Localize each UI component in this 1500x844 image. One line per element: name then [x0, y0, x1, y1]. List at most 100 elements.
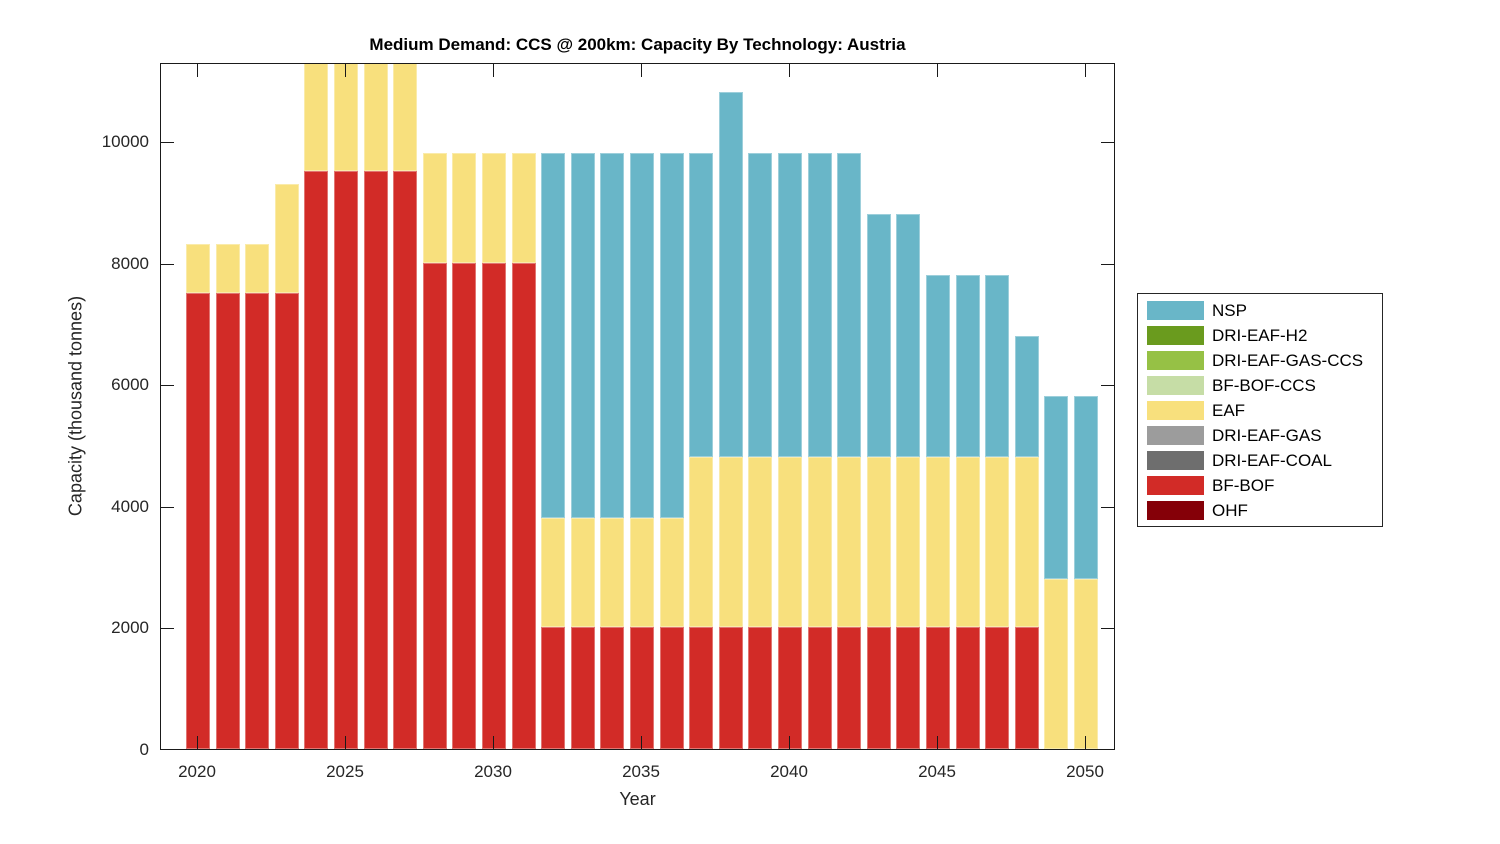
y-axis-label: Capacity (thousand tonnes) [65, 295, 86, 517]
y-tick-right [1101, 142, 1114, 144]
y-tick-label: 6000 [111, 375, 149, 395]
plot-area [160, 63, 1115, 750]
bar-segment-eaf-2020 [186, 244, 210, 294]
bar-segment-nsp-2036 [659, 153, 684, 518]
bar-segment-eaf-2026 [363, 64, 388, 172]
bar-segment-eaf-2043 [866, 457, 891, 628]
bar-segment-eaf-2022 [245, 244, 270, 294]
legend-item-bf-bof-ccs: BF-BOF-CCS [1147, 376, 1374, 395]
bar-segment-bf-bof-2045 [926, 627, 950, 749]
bar-segment-nsp-2045 [926, 274, 950, 458]
bar-segment-bf-bof-2034 [600, 627, 625, 749]
bar-segment-eaf-2029 [452, 153, 477, 263]
legend-swatch-dri-eaf-h2 [1147, 326, 1204, 345]
bar-segment-nsp-2050 [1074, 396, 1098, 579]
bar-segment-eaf-2050 [1074, 578, 1098, 749]
x-tick-label: 2050 [1066, 762, 1104, 781]
legend-item-dri-eaf-h2: DRI-EAF-H2 [1147, 326, 1374, 345]
x-tick [493, 736, 494, 749]
bar-segment-eaf-2045 [926, 457, 950, 628]
bar-segment-bf-bof-2025 [334, 171, 358, 749]
bar-segment-eaf-2047 [985, 457, 1010, 628]
bar-segment-eaf-2034 [600, 518, 625, 628]
legend-label: OHF [1212, 501, 1248, 520]
legend-swatch-eaf [1147, 401, 1204, 420]
bar-segment-eaf-2028 [422, 153, 447, 263]
legend-item-bf-bof: BF-BOF [1147, 476, 1374, 495]
bar-segment-eaf-2036 [659, 518, 684, 628]
bar-segment-bf-bof-2031 [511, 262, 536, 749]
y-tick-label: 8000 [111, 253, 149, 273]
legend: NSP DRI-EAF-H2 DRI-EAF-GAS-CCS BF-BOF-CCS EA… [1137, 293, 1383, 527]
bar-segment-eaf-2044 [896, 457, 921, 628]
y-tick-right [1101, 628, 1114, 630]
legend-swatch-dri-eaf-gas-ccs [1147, 351, 1204, 370]
bar-segment-bf-bof-2020 [186, 293, 210, 749]
y-tick [161, 142, 174, 144]
x-tick-top [345, 64, 346, 77]
bar-segment-eaf-2032 [541, 518, 566, 628]
legend-swatch-bf-bof [1147, 476, 1204, 495]
bar-segment-bf-bof-2037 [689, 627, 714, 749]
bar-segment-nsp-2043 [866, 214, 891, 458]
y-tick-label: 10000 [101, 132, 149, 152]
y-tick [161, 263, 174, 265]
bar-segment-bf-bof-2043 [866, 627, 891, 749]
legend-label: EAF [1212, 401, 1246, 420]
bar-segment-nsp-2041 [807, 153, 832, 458]
bar-segment-bf-bof-2047 [985, 627, 1010, 749]
bar-segment-bf-bof-2039 [748, 627, 773, 749]
legend-item-ohf: OHF [1147, 501, 1374, 520]
bar-segment-bf-bof-2024 [304, 171, 329, 749]
bar-segment-bf-bof-2035 [630, 627, 654, 749]
bar-segment-bf-bof-2026 [363, 171, 388, 749]
bar-segment-nsp-2038 [718, 92, 743, 458]
bar-segment-nsp-2033 [570, 153, 595, 518]
bar-segment-nsp-2034 [600, 153, 625, 518]
legend-label: NSP [1212, 301, 1247, 320]
bar-segment-nsp-2042 [837, 153, 862, 458]
x-tick [789, 736, 790, 749]
bar-segment-nsp-2037 [689, 153, 714, 458]
bar-segment-bf-bof-2021 [215, 293, 240, 749]
legend-label: BF-BOF [1212, 476, 1275, 495]
bar-segment-eaf-2040 [778, 457, 802, 628]
legend-item-dri-eaf-coal: DRI-EAF-COAL [1147, 451, 1374, 470]
x-tick [937, 736, 938, 749]
legend-label: DRI-EAF-H2 [1212, 326, 1308, 345]
x-tick-top [641, 64, 642, 77]
y-tick [161, 385, 174, 387]
bar-segment-bf-bof-2027 [393, 171, 418, 749]
x-tick-top [789, 64, 790, 77]
y-tick-right [1101, 506, 1114, 508]
x-tick-top [937, 64, 938, 77]
bar-segment-nsp-2049 [1044, 396, 1069, 579]
x-tick-label: 2045 [918, 762, 956, 781]
y-tick-label: 4000 [111, 496, 149, 516]
x-tick-label: 2020 [178, 762, 216, 781]
y-tick [161, 506, 174, 508]
bar-segment-bf-bof-2048 [1014, 627, 1039, 749]
bar-segment-eaf-2027 [393, 64, 418, 172]
x-tick-label: 2040 [770, 762, 808, 781]
bar-segment-bf-bof-2044 [896, 627, 921, 749]
bar-segment-bf-bof-2038 [718, 627, 743, 749]
bar-segment-eaf-2041 [807, 457, 832, 628]
bar-segment-eaf-2023 [274, 183, 299, 294]
bar-segment-nsp-2046 [955, 274, 980, 458]
bar-segment-nsp-2039 [748, 153, 773, 458]
bar-segment-bf-bof-2042 [837, 627, 862, 749]
bar-segment-bf-bof-2036 [659, 627, 684, 749]
legend-label: DRI-EAF-GAS-CCS [1212, 351, 1364, 370]
legend-swatch-ohf [1147, 501, 1204, 520]
bar-segment-eaf-2042 [837, 457, 862, 628]
x-axis-label: Year [619, 789, 656, 809]
legend-swatch-dri-eaf-gas [1147, 426, 1204, 445]
x-tick [1085, 736, 1086, 749]
x-tick-top [197, 64, 198, 77]
x-tick [197, 736, 198, 749]
bar-segment-eaf-2049 [1044, 578, 1069, 749]
x-tick-label: 2030 [474, 762, 512, 781]
y-tick-right [1101, 385, 1114, 387]
